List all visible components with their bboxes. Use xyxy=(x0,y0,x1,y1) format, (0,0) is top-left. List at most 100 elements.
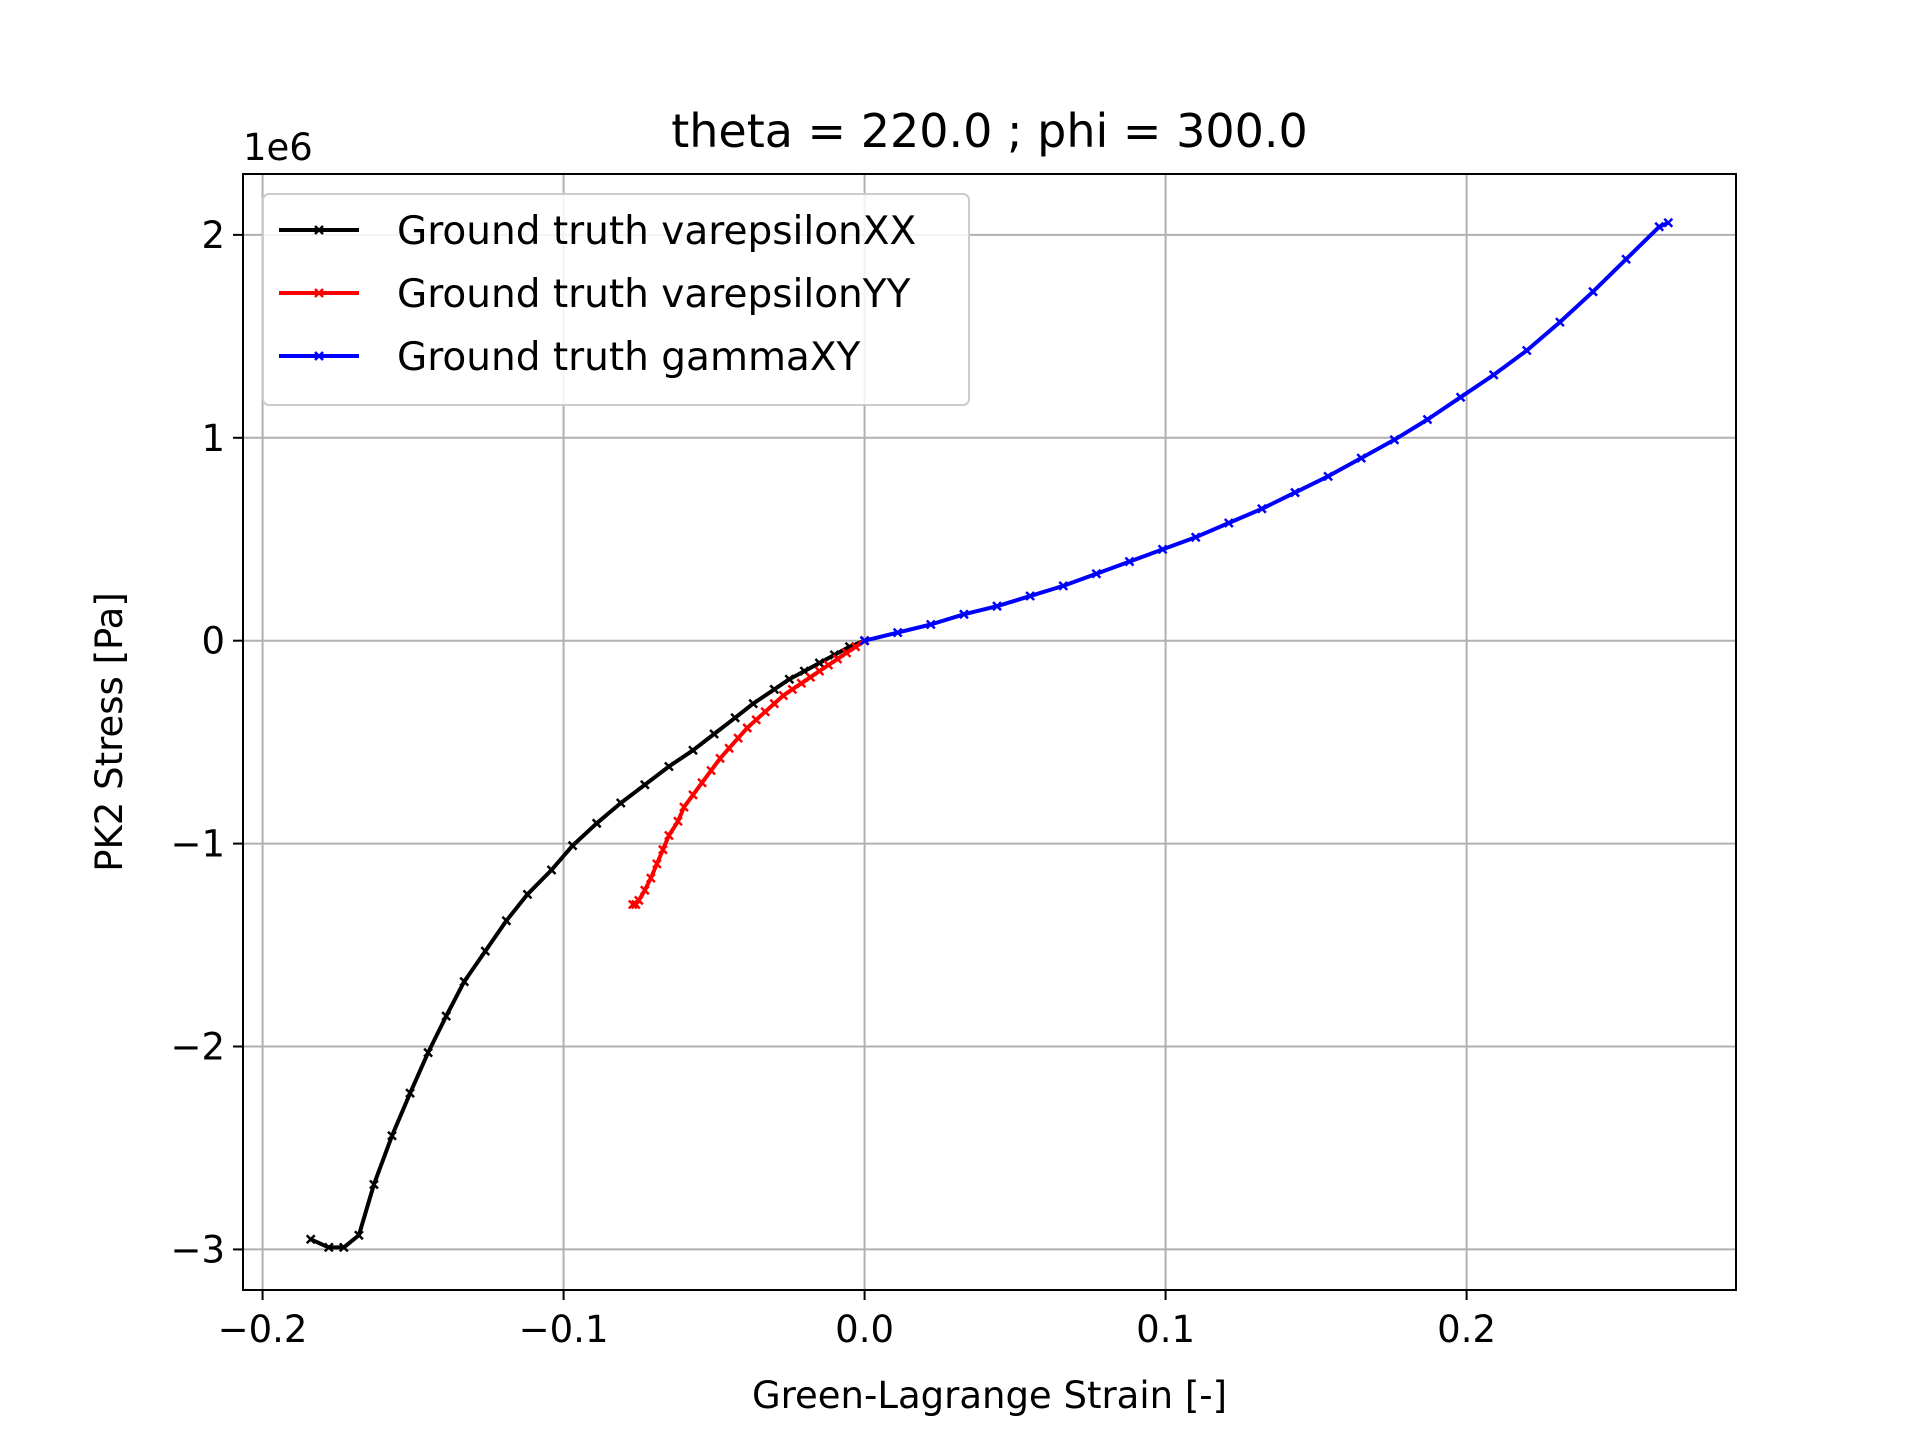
data-point-marker xyxy=(1621,254,1632,265)
legend-label: Ground truth varepsilonYY xyxy=(397,272,911,317)
data-point-marker xyxy=(841,647,852,658)
x-axis-label: Green-Lagrange Strain [-] xyxy=(752,1374,1227,1417)
data-point-marker xyxy=(664,761,674,772)
data-point-marker xyxy=(338,1242,349,1253)
data-point-marker xyxy=(441,1011,452,1021)
data-point-marker xyxy=(305,1234,316,1245)
data-point-marker xyxy=(1488,369,1499,380)
data-point-marker xyxy=(778,690,789,701)
y-tick-label: −1 xyxy=(170,823,225,866)
legend-entry: Ground truth varepsilonYY xyxy=(279,272,911,317)
data-point-marker xyxy=(1323,471,1334,482)
data-point-marker xyxy=(688,745,698,756)
data-point-marker xyxy=(546,865,557,875)
data-point-marker xyxy=(679,802,689,812)
plot-frame xyxy=(242,173,1737,1291)
data-point-marker xyxy=(1091,568,1102,579)
data-point-marker xyxy=(1588,286,1598,297)
data-point-marker xyxy=(423,1047,434,1058)
legend-label: Ground truth varepsilonXX xyxy=(397,209,916,254)
data-point-marker xyxy=(784,674,795,685)
data-point-marker xyxy=(627,899,638,910)
data-point-marker xyxy=(760,706,771,717)
data-point-marker xyxy=(522,889,533,900)
data-point-marker xyxy=(688,790,698,800)
y-axis-offset-text: 1e6 xyxy=(243,126,313,169)
data-point-marker xyxy=(1025,591,1036,601)
x-tick-label: −0.1 xyxy=(519,1308,609,1351)
y-tick-label: 0 xyxy=(201,620,225,663)
data-point-marker xyxy=(1356,453,1367,463)
data-point-marker xyxy=(459,976,470,987)
data-point-marker xyxy=(652,859,662,869)
data-point-marker xyxy=(715,753,725,764)
data-point-marker xyxy=(1290,487,1300,498)
series-3 xyxy=(859,217,1674,646)
data-point-marker xyxy=(925,619,936,630)
chart-title: theta = 220.0 ; phi = 300.0 xyxy=(671,104,1308,158)
data-point-marker xyxy=(369,1179,379,1190)
legend-marker xyxy=(314,288,324,298)
data-point-marker xyxy=(1223,518,1234,528)
y-tick-label: 2 xyxy=(201,214,225,257)
data-point-marker xyxy=(1422,414,1433,425)
legend: Ground truth varepsilonXX Ground truth va… xyxy=(262,193,970,406)
data-point-marker xyxy=(832,654,843,664)
data-point-marker xyxy=(805,672,816,683)
y-tick-label: −3 xyxy=(170,1228,225,1271)
data-point-marker xyxy=(706,765,716,776)
data-point-marker xyxy=(1190,532,1201,543)
data-point-marker xyxy=(673,816,683,827)
data-point-marker xyxy=(658,844,668,855)
x-tick-label: 0.0 xyxy=(835,1308,894,1351)
x-tick-label: 0.1 xyxy=(1136,1308,1195,1351)
data-point-marker xyxy=(1555,317,1565,328)
legend-entry: Ground truth varepsilonXX xyxy=(279,209,916,254)
data-point-marker xyxy=(480,946,491,957)
x-tick-label: −0.2 xyxy=(218,1308,308,1351)
data-point-marker xyxy=(630,899,641,910)
data-point-marker xyxy=(733,733,744,743)
legend-entry: Ground truth gammaXY xyxy=(279,335,861,380)
data-point-marker xyxy=(892,627,903,638)
data-point-marker xyxy=(387,1130,397,1141)
data-point-marker xyxy=(697,777,707,788)
ticks: −0.2 −0.1 0.0 0.1 0.2 −3 −2 −1 0 1 2 xyxy=(170,214,1496,1351)
legend-box xyxy=(262,193,970,406)
data-point-marker xyxy=(796,678,807,689)
data-point-marker xyxy=(664,830,674,841)
data-point-marker xyxy=(724,743,735,754)
data-point-marker xyxy=(1124,556,1135,567)
data-point-marker xyxy=(1455,392,1466,403)
data-point-marker xyxy=(405,1088,415,1099)
legend-marker xyxy=(314,225,324,235)
data-point-marker xyxy=(323,1242,334,1253)
data-point-marker xyxy=(751,714,762,725)
data-point-marker xyxy=(709,729,719,739)
data-point-marker xyxy=(814,666,825,677)
data-point-marker xyxy=(1521,345,1532,356)
data-point-marker xyxy=(1654,221,1665,232)
data-point-marker xyxy=(1257,503,1267,514)
series-1 xyxy=(305,635,870,1253)
data-point-marker xyxy=(639,885,650,896)
data-point-marker xyxy=(591,818,602,829)
y-axis-label: PK2 Stress [Pa] xyxy=(88,592,131,872)
data-point-marker xyxy=(1058,581,1069,591)
data-point-marker xyxy=(748,698,759,709)
data-point-marker xyxy=(823,660,834,670)
data-point-marker xyxy=(959,609,969,620)
data-point-marker xyxy=(730,712,741,723)
data-point-marker xyxy=(615,798,626,808)
data-point-marker xyxy=(992,601,1002,612)
data-point-marker xyxy=(742,723,753,733)
data-point-marker xyxy=(1157,544,1168,555)
data-point-marker xyxy=(787,684,798,695)
data-point-marker xyxy=(859,635,870,646)
data-point-marker xyxy=(639,779,650,790)
legend-label: Ground truth gammaXY xyxy=(397,335,861,380)
data-point-marker xyxy=(645,873,656,883)
data-point-marker xyxy=(814,658,825,668)
